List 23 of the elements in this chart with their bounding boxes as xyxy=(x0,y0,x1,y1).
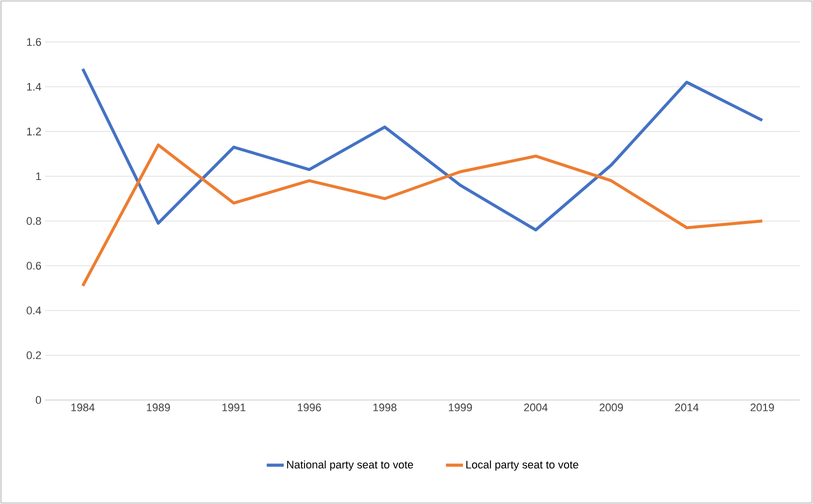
y-tick-label: 1 xyxy=(36,172,41,180)
y-tick-label: 1.4 xyxy=(27,82,42,91)
y-tick-label: 0.2 xyxy=(26,351,41,360)
x-tick-label: 1989 xyxy=(146,404,170,412)
y-tick-label: 0.6 xyxy=(26,262,41,270)
x-tick-label: 1996 xyxy=(298,404,321,412)
y-tick-label: 0 xyxy=(36,396,42,404)
x-tick-label: 2009 xyxy=(600,404,623,412)
x-tick-label: 1991 xyxy=(222,404,246,412)
line-series xyxy=(81,67,764,232)
line-series xyxy=(81,143,764,288)
legend-label: National party seat to vote xyxy=(287,460,414,471)
x-tick-label: 1998 xyxy=(373,404,396,412)
y-tick-label: 0.8 xyxy=(26,217,41,225)
x-tick-label: 1984 xyxy=(71,404,95,412)
y-tick-label: 1.2 xyxy=(27,128,41,136)
x-tick-label: 2014 xyxy=(675,404,699,412)
y-tick-label: 1.6 xyxy=(27,38,41,46)
x-tick-label: 2004 xyxy=(524,404,548,412)
y-tick-label: 0.4 xyxy=(26,306,42,314)
x-tick-label: 2019 xyxy=(750,404,774,412)
x-tick-label: 1999 xyxy=(448,404,472,412)
legend-label: Local party seat to vote xyxy=(466,460,578,471)
